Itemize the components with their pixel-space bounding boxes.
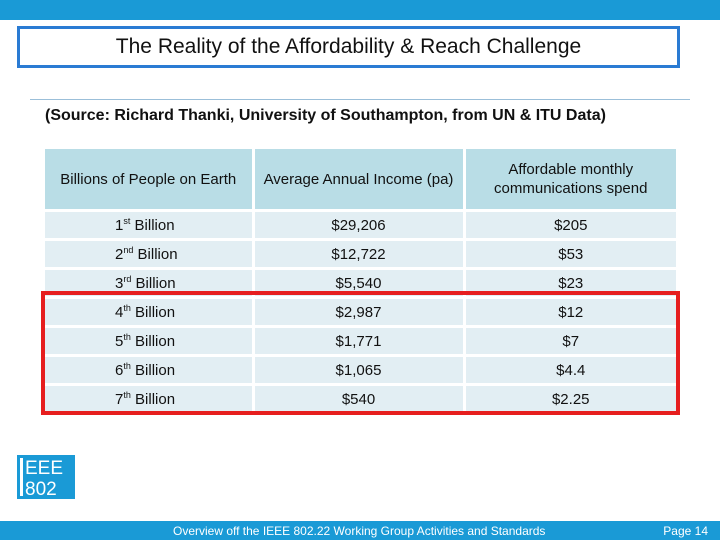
footer-text: Overview off the IEEE 802.22 Working Gro… xyxy=(173,524,546,538)
rank-number: 4 xyxy=(115,303,124,321)
rank-suffix: st xyxy=(123,215,131,226)
billion-cell: 6th Billion xyxy=(45,355,255,386)
spend-cell: $205 xyxy=(464,210,676,241)
rank-suffix: rd xyxy=(123,273,132,284)
billion-cell: 7th Billion xyxy=(45,384,255,415)
billion-label: Billion xyxy=(131,274,176,292)
logo-line1: EEE xyxy=(25,458,64,479)
slide-title: The Reality of the Affordability & Reach… xyxy=(17,26,680,68)
spend-cell: $53 xyxy=(464,239,676,270)
rank-number: 5 xyxy=(115,332,124,350)
billion-label: Billion xyxy=(130,332,176,350)
billion-cell: 3rd Billion xyxy=(45,268,255,299)
spend-cell: $2.25 xyxy=(464,384,676,415)
table-row: 3rd Billion $5,540 $23 xyxy=(45,268,676,299)
billion-cell: 2nd Billion xyxy=(45,239,255,270)
income-cell: $1,065 xyxy=(253,355,466,386)
income-cell: $540 xyxy=(253,384,466,415)
table-header-row: Billions of People on Earth Average Annu… xyxy=(45,149,676,212)
income-table: Billions of People on Earth Average Annu… xyxy=(45,149,676,415)
spend-cell: $4.4 xyxy=(464,355,676,386)
rank-number: 2 xyxy=(115,245,124,263)
billion-label: Billion xyxy=(130,216,175,234)
billion-label: Billion xyxy=(133,245,178,263)
column-header: Average Annual Income (pa) xyxy=(253,149,466,212)
income-cell: $2,987 xyxy=(253,297,466,328)
billion-label: Billion xyxy=(130,361,176,379)
column-header: Affordable monthly communications spend xyxy=(464,149,676,212)
billion-cell: 1st Billion xyxy=(45,210,255,241)
table-row: 5th Billion $1,771 $7 xyxy=(45,326,676,357)
billion-label: Billion xyxy=(130,303,176,321)
income-cell: $29,206 xyxy=(253,210,466,241)
table-row: 6th Billion $1,065 $4.4 xyxy=(45,355,676,386)
rank-suffix: th xyxy=(123,331,131,342)
billion-cell: 5th Billion xyxy=(45,326,255,357)
source-note: (Source: Richard Thanki, University of S… xyxy=(45,107,606,124)
income-cell: $1,771 xyxy=(253,326,466,357)
rank-number: 3 xyxy=(115,274,124,292)
table-row: 1st Billion $29,206 $205 xyxy=(45,210,676,241)
ieee-802-logo: EEE 802 xyxy=(17,455,75,500)
billion-cell: 4th Billion xyxy=(45,297,255,328)
rank-suffix: th xyxy=(123,302,131,313)
top-banner xyxy=(0,0,720,20)
rank-suffix: th xyxy=(123,389,131,400)
table-row: 4th Billion $2,987 $12 xyxy=(45,297,676,328)
spend-cell: $7 xyxy=(464,326,676,357)
column-header: Billions of People on Earth xyxy=(45,149,255,212)
spend-cell: $23 xyxy=(464,268,676,299)
page-number: Page 14 xyxy=(663,524,708,538)
slide-title-text: The Reality of the Affordability & Reach… xyxy=(115,35,582,58)
divider xyxy=(30,99,690,100)
footer-bar: Overview off the IEEE 802.22 Working Gro… xyxy=(0,521,720,540)
rank-number: 1 xyxy=(115,216,124,234)
billion-label: Billion xyxy=(130,390,176,408)
rank-number: 7 xyxy=(115,390,124,408)
rank-suffix: nd xyxy=(123,244,134,255)
logo-line2: 802 xyxy=(25,479,57,500)
rank-suffix: th xyxy=(123,360,131,371)
income-cell: $12,722 xyxy=(253,239,466,270)
spend-cell: $12 xyxy=(464,297,676,328)
table-row: 7th Billion $540 $2.25 xyxy=(45,384,676,415)
rank-number: 6 xyxy=(115,361,124,379)
table-row: 2nd Billion $12,722 $53 xyxy=(45,239,676,270)
income-cell: $5,540 xyxy=(253,268,466,299)
